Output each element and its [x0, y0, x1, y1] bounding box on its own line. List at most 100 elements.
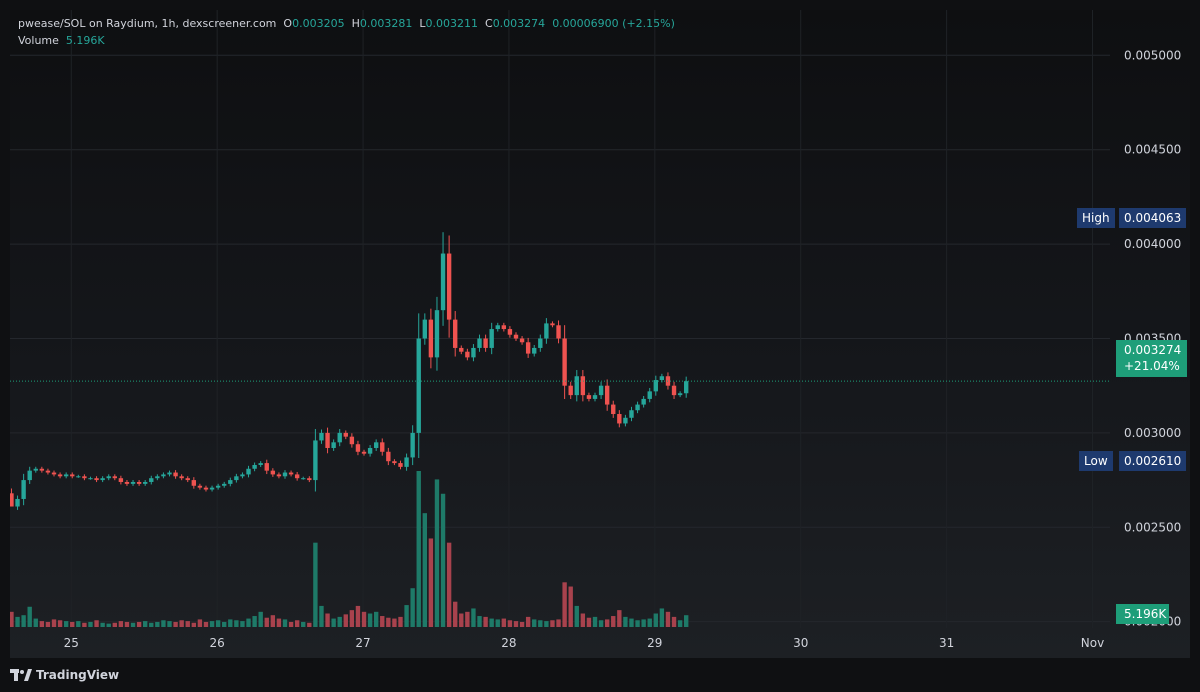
volume-bar [671, 616, 677, 627]
candle-body [483, 338, 488, 348]
volume-bar [367, 613, 373, 627]
volume-bar [550, 620, 555, 627]
candle-body [100, 478, 105, 481]
volume-bar [465, 611, 470, 627]
tradingview-brand[interactable]: TradingView [10, 664, 119, 686]
high-tag-value: 0.004063 [1119, 208, 1187, 228]
candle-body [532, 347, 537, 354]
volume-bar [143, 621, 148, 627]
candle-body [45, 470, 51, 473]
high-label: H [351, 17, 360, 30]
candle-body [386, 451, 391, 462]
candle-body [288, 472, 294, 475]
last-price-badge: 0.003274 +21.04% [1116, 340, 1187, 377]
volume-bar [398, 616, 403, 627]
candle-body [215, 485, 221, 488]
volume-bar [10, 611, 14, 627]
volume-bar [659, 608, 665, 627]
candle-body [671, 385, 677, 396]
low-label: L [419, 17, 426, 30]
volume-bar [617, 610, 622, 627]
candle-body [325, 432, 330, 448]
candle-body [580, 376, 586, 396]
candle-body [361, 451, 367, 454]
volume-bar [191, 622, 197, 627]
volume-bar [434, 479, 440, 627]
volume-bar [45, 621, 51, 627]
candle-body [118, 478, 124, 482]
volume-bar [112, 622, 117, 627]
candle-body [294, 474, 300, 479]
candle-body [94, 478, 99, 481]
volume-bar [355, 605, 361, 627]
volume-bar [100, 622, 105, 627]
volume-bar [149, 622, 154, 627]
candle-body [598, 385, 604, 396]
candle-body [544, 323, 549, 339]
candle-body [653, 380, 658, 392]
candle-body [404, 457, 409, 467]
last-price-change: +21.04% [1124, 359, 1180, 373]
candle-body [203, 487, 209, 490]
volume-bars [10, 471, 689, 627]
price-axis[interactable]: 0.0050000.0045000.0040000.0035000.003000… [1124, 48, 1181, 628]
volume-bar [404, 605, 409, 627]
volume-bar [556, 619, 561, 627]
open-value: 0.003205 [292, 17, 345, 30]
volume-bar [684, 615, 689, 627]
candle-body [459, 347, 464, 352]
volume-bar [623, 616, 628, 627]
candle-body [33, 468, 38, 471]
volume-bar [252, 616, 257, 627]
volume-bar [544, 621, 549, 627]
y-tick-label: 0.004500 [1124, 143, 1181, 157]
volume-bar [471, 608, 476, 627]
candle-body [586, 395, 592, 399]
volume-bar [240, 621, 245, 627]
volume-bar [313, 542, 318, 627]
volume-bar [82, 622, 87, 627]
candle-body [270, 470, 276, 475]
volume-bar [453, 601, 458, 627]
candle-body [416, 338, 421, 433]
candle-body [88, 478, 93, 480]
candle-body [489, 329, 494, 348]
volume-bar [598, 620, 604, 627]
candle-body [538, 338, 543, 348]
volume-bar [63, 621, 69, 627]
legend-volume: Volume 5.196K [18, 34, 105, 47]
volume-bar [586, 617, 592, 627]
volume-bar [215, 620, 221, 627]
volume-bar [258, 611, 263, 627]
candle-body [228, 480, 233, 484]
volume-bar [665, 611, 671, 627]
volume-bar [641, 619, 646, 627]
candle-body [495, 325, 500, 330]
volume-bar [136, 621, 142, 627]
volume-bar [519, 621, 525, 627]
low-tag-label: Low [1079, 451, 1113, 471]
candle-body [629, 410, 634, 418]
candle-body [568, 385, 573, 396]
volume-bar [428, 538, 434, 627]
candle-body [252, 464, 257, 469]
volume-bar [647, 618, 652, 627]
candlestick-chart[interactable]: 0.0050000.0045000.0040000.0035000.003000… [10, 10, 1190, 658]
candle-body [574, 376, 579, 396]
candle-body [282, 472, 288, 477]
candle-body [592, 395, 598, 399]
y-tick-label: 0.005000 [1124, 48, 1181, 62]
x-tick-label: 26 [210, 636, 225, 650]
volume-bar [197, 619, 203, 627]
grid [10, 10, 1110, 628]
time-axis[interactable]: 25 26 27 28 29 30 31 Nov [64, 636, 1105, 650]
candle-body [143, 481, 148, 484]
volume-bar [592, 616, 598, 627]
change-value: 0.00006900 (+2.15%) [552, 17, 675, 30]
volume-bar [495, 619, 500, 627]
volume-bar [288, 621, 294, 627]
y-tick-label: 0.003000 [1124, 426, 1181, 440]
candle-body [21, 480, 26, 499]
chart-area[interactable]: 0.005000 0.004500 0.004000 0.003500 0.003000… [10, 10, 1190, 658]
volume-bar [294, 620, 300, 627]
